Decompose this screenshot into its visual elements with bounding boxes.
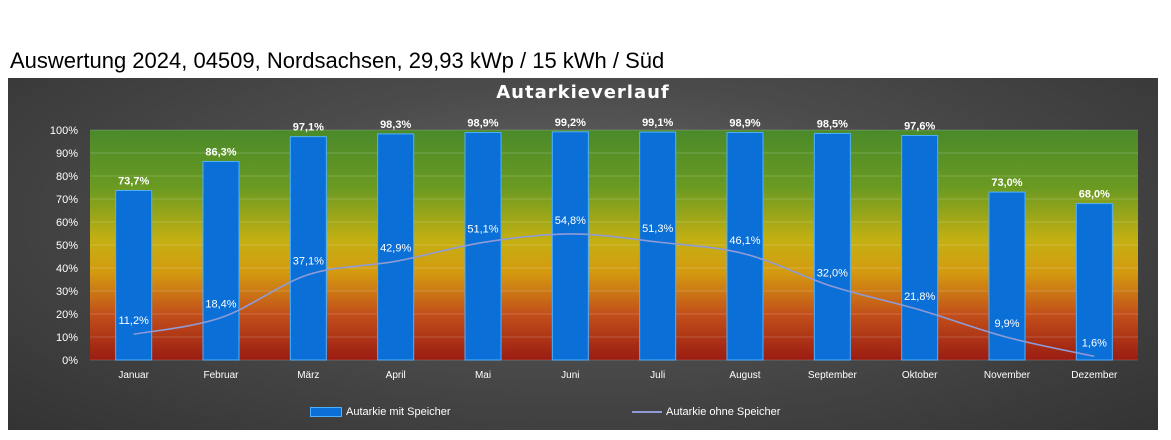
x-tick-label: Juli [650,370,665,381]
y-axis: 0% 10% 20% 30% 40% 50% 60% 70% 80% 90% 100% [50,125,78,367]
x-tick-label: Dezember [1071,370,1118,381]
x-tick-label: September [808,370,858,381]
legend-bar-swatch [310,407,342,417]
line-series: 11,2% 18,4% 37,1% 42,9% 51,1% 54,8% 51,3% 46,1%… [118,215,1107,358]
bar-data-label: 97,6% [904,121,935,133]
bar [1075,203,1113,361]
y-tick-label: 10% [56,332,78,344]
y-tick-label: 80% [56,171,78,183]
legend-item-bar: Autarkie mit Speicher [310,406,451,418]
bar-data-label: 73,7% [118,175,149,187]
y-tick-label: 70% [56,194,78,206]
y-tick-label: 100% [50,125,78,137]
bar [901,135,939,361]
line-data-label: 21,8% [904,291,935,303]
y-tick-label: 50% [56,240,78,252]
y-tick-label: 90% [56,148,78,160]
bar [115,189,153,361]
bar [289,136,327,361]
bar-data-label: 73,0% [991,177,1022,189]
x-tick-label: Oktober [902,370,938,381]
x-tick-label: April [386,370,406,381]
bar [639,131,677,361]
page-title: Auswertung 2024, 04509, Nordsachsen, 29,… [10,48,665,73]
bar-data-label: 99,1% [642,117,673,129]
line-data-label: 32,0% [817,267,848,279]
line-data-label: 51,1% [467,223,498,235]
bar-data-label: 98,9% [467,118,498,130]
y-tick-label: 60% [56,217,78,229]
bar-data-label: 68,0% [1079,189,1110,201]
legend-item-line: Autarkie ohne Speicher [632,406,780,418]
y-tick-label: 30% [56,286,78,298]
bar [988,191,1026,361]
legend-line-swatch [632,411,662,413]
y-tick-label: 40% [56,263,78,275]
plot-area-background [90,130,1138,360]
line-data-label: 51,3% [642,223,673,235]
x-tick-label: November [984,370,1031,381]
bar [202,161,240,361]
line-data-label: 1,6% [1082,337,1107,349]
bar [377,133,415,361]
x-axis: Januar Februar März April Mai Juni Juli August S… [118,370,1118,381]
y-tick-label: 0% [62,355,78,367]
legend: Autarkie mit Speicher Autarkie ohne Spei… [8,406,1158,422]
legend-bar-label: Autarkie mit Speicher [346,406,451,418]
x-tick-label: März [297,370,319,381]
bar [813,132,851,361]
bar-series: 73,7% 86,3% 97,1% 98,3% 98,9% 99,2% 99,1% 98,9%… [115,117,1113,361]
bar-data-label: 98,5% [817,118,848,130]
line-data-label: 46,1% [729,235,760,247]
chart-title: Autarkieverlauf [496,82,670,103]
bar-data-label: 97,1% [293,122,324,134]
line-data-label: 54,8% [555,215,586,227]
line-data-label: 9,9% [994,318,1019,330]
x-tick-label: Januar [118,370,149,381]
bar [551,131,589,361]
chart-panel: 0% 10% 20% 30% 40% 50% 60% 70% 80% 90% 100% 73,7% 8… [8,78,1158,430]
chart-svg: 0% 10% 20% 30% 40% 50% 60% 70% 80% 90% 100% 73,7% 8… [50,117,1138,381]
line-path [133,233,1095,358]
bar-data-label: 86,3% [205,147,236,159]
y-tick-label: 20% [56,309,78,321]
x-tick-label: August [729,370,760,381]
bar-data-label: 99,2% [555,117,586,129]
bar-data-label: 98,9% [729,118,760,130]
line-data-label: 18,4% [205,299,236,311]
gridlines [90,129,1138,361]
line-data-label: 42,9% [380,242,411,254]
x-tick-label: Februar [203,370,239,381]
line-data-label: 37,1% [293,256,324,268]
x-tick-label: Juni [561,370,579,381]
line-data-label: 11,2% [118,315,149,327]
bar-data-label: 98,3% [380,119,411,131]
bar [726,132,764,361]
x-tick-label: Mai [475,370,491,381]
bar [464,132,502,361]
legend-line-label: Autarkie ohne Speicher [666,406,781,418]
